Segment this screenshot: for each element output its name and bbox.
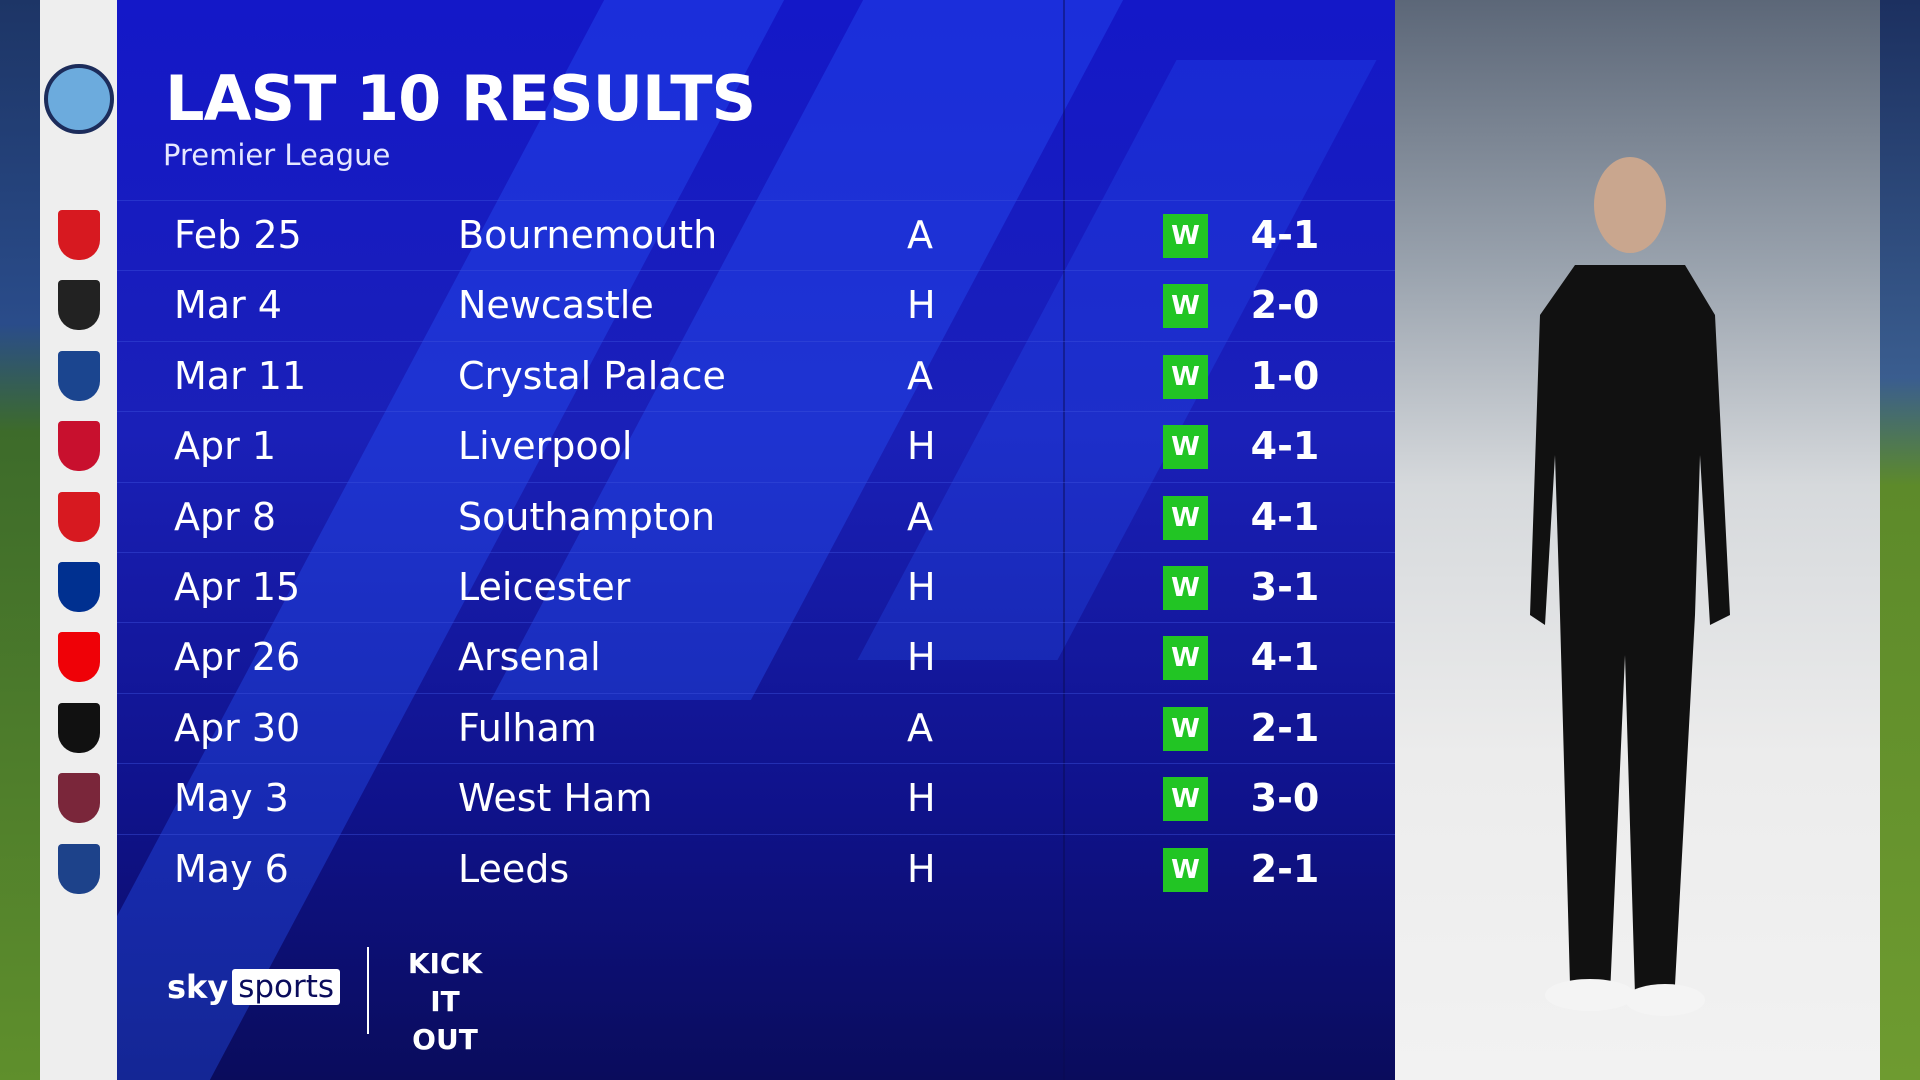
score: 2-1 — [1250, 846, 1320, 891]
west-ham-crest-icon — [57, 773, 100, 824]
liverpool-crest-icon — [57, 421, 100, 472]
bournemouth-crest-icon — [57, 210, 100, 260]
match-date: Apr 26 — [174, 635, 301, 680]
score: 4-1 — [1250, 213, 1320, 257]
result-row: Apr 1 Liverpool H W 4-1 — [117, 411, 1395, 481]
venue: A — [907, 353, 933, 398]
stadium-background-left — [0, 0, 40, 1080]
sky-sports-logo: sky sports — [167, 968, 341, 1006]
opponent-name: West Ham — [458, 776, 653, 821]
score: 1-0 — [1250, 353, 1320, 398]
competition-subtitle: Premier League — [163, 138, 391, 172]
logo-separator — [367, 947, 369, 1034]
result-row: Feb 25 Bournemouth A W 4-1 — [117, 200, 1395, 270]
sky-logo-text: sky — [167, 968, 229, 1006]
manager-photo — [1395, 0, 1880, 1080]
win-badge: W — [1163, 566, 1208, 610]
opponent-name: Fulham — [458, 705, 597, 750]
column-divider — [1063, 0, 1065, 1080]
stadium-background-right — [1880, 0, 1920, 1080]
leeds-crest-icon — [57, 843, 100, 894]
match-date: Apr 15 — [174, 565, 301, 609]
fulham-crest-icon — [57, 702, 100, 753]
manchester-city-crest-icon — [43, 64, 114, 134]
venue: H — [907, 635, 936, 680]
score: 4-1 — [1250, 424, 1320, 469]
venue: H — [907, 565, 936, 609]
opponent-name: Bournemouth — [458, 213, 718, 257]
score: 3-1 — [1250, 565, 1320, 609]
sports-logo-text: sports — [232, 969, 341, 1005]
result-row: May 3 West Ham H W 3-0 — [117, 763, 1395, 833]
score: 2-0 — [1250, 283, 1320, 328]
match-date: May 3 — [174, 776, 289, 821]
win-badge: W — [1163, 354, 1208, 399]
match-date: Apr 8 — [174, 494, 276, 539]
venue: H — [907, 424, 936, 469]
leicester-crest-icon — [57, 562, 100, 612]
win-badge: W — [1163, 495, 1208, 540]
win-badge: W — [1163, 706, 1208, 751]
score: 3-0 — [1250, 776, 1320, 821]
venue: A — [907, 494, 933, 539]
southampton-crest-icon — [57, 491, 100, 542]
opponent-name: Crystal Palace — [458, 353, 726, 398]
win-badge: W — [1163, 636, 1208, 681]
match-date: Mar 11 — [174, 353, 307, 398]
result-row: Apr 30 Fulham A W 2-1 — [117, 692, 1395, 763]
opponent-name: Leeds — [458, 846, 570, 891]
win-badge: W — [1163, 777, 1208, 822]
result-row: Apr 15 Leicester H W 3-1 — [117, 552, 1395, 622]
result-row: May 6 Leeds H W 2-1 — [117, 833, 1395, 904]
crest-column — [40, 0, 117, 1080]
opponent-name: Newcastle — [458, 283, 654, 328]
venue: H — [907, 776, 936, 821]
match-date: May 6 — [174, 846, 289, 891]
opponent-name: Arsenal — [458, 635, 601, 680]
venue: A — [907, 705, 933, 750]
result-row: Mar 4 Newcastle H W 2-0 — [117, 270, 1395, 340]
result-row: Apr 8 Southampton A W 4-1 — [117, 481, 1395, 552]
manager-figure — [1530, 157, 1730, 1016]
match-date: Mar 4 — [174, 283, 282, 328]
opponent-name: Southampton — [458, 494, 716, 539]
newcastle-crest-icon — [57, 280, 100, 331]
venue: A — [907, 213, 933, 257]
page-title: LAST 10 RESULTS — [165, 62, 756, 135]
match-date: Apr 30 — [174, 705, 301, 750]
venue: H — [907, 283, 936, 328]
opponent-name: Leicester — [458, 565, 631, 609]
match-date: Feb 25 — [174, 213, 302, 257]
kick-it-out-logo: KICK IT OUT — [407, 947, 483, 1056]
results-panel: LAST 10 RESULTS Premier League Feb 25 Bo… — [117, 0, 1395, 1080]
arsenal-crest-icon — [57, 632, 100, 683]
match-date: Apr 1 — [174, 424, 276, 469]
win-badge: W — [1163, 214, 1208, 258]
win-badge: W — [1163, 425, 1208, 470]
result-row: Mar 11 Crystal Palace A W 1-0 — [117, 340, 1395, 411]
win-badge: W — [1163, 284, 1208, 329]
result-row: Apr 26 Arsenal H W 4-1 — [117, 622, 1395, 692]
opponent-name: Liverpool — [458, 424, 633, 469]
score: 4-1 — [1250, 635, 1320, 680]
score: 2-1 — [1250, 705, 1320, 750]
score: 4-1 — [1250, 494, 1320, 539]
win-badge: W — [1163, 847, 1208, 892]
crystal-palace-crest-icon — [57, 350, 100, 401]
venue: H — [907, 846, 936, 891]
